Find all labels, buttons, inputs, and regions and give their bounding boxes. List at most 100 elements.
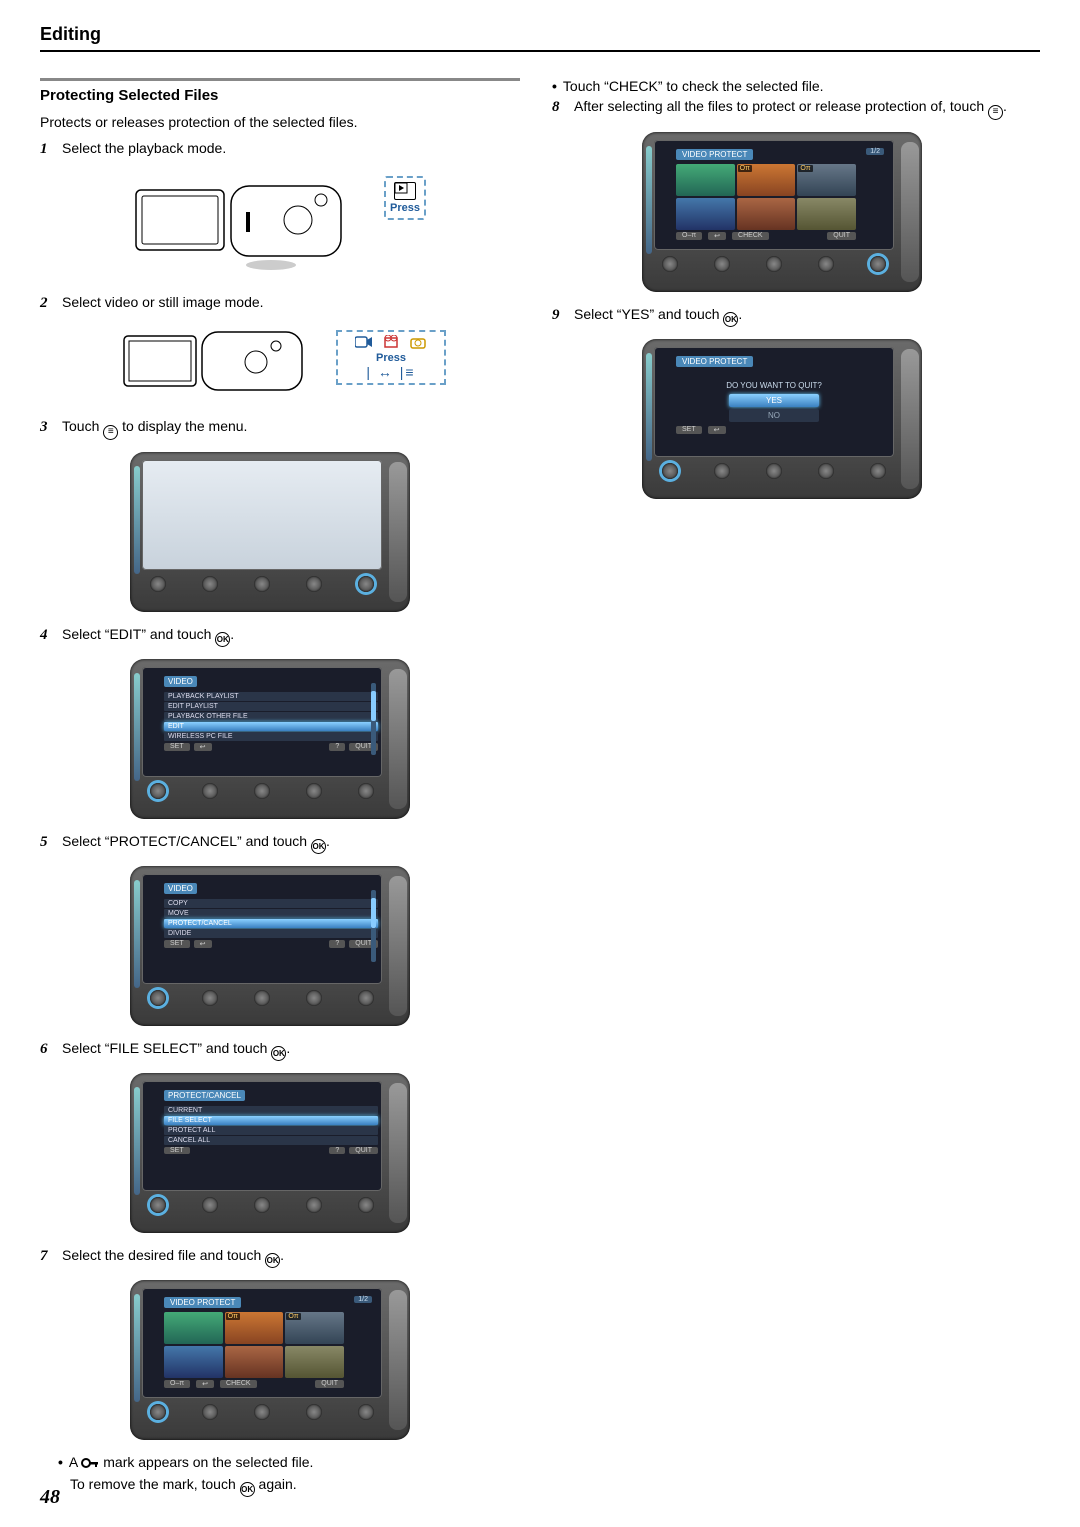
menu-item: WIRELESS PC FILE: [164, 732, 378, 741]
thumbnail: [164, 1312, 223, 1344]
menu-item-selected: EDIT: [164, 722, 378, 731]
step-6: 6 Select “FILE SELECT” and touch OK.: [40, 1040, 520, 1061]
right-column: • Touch “CHECK” to check the selected fi…: [552, 78, 1032, 1505]
step-7-note-1: • A mark appears on the selected file.: [40, 1454, 520, 1472]
prompt: DO YOU WANT TO QUIT? YES NO: [676, 381, 872, 422]
step-8: 8 After selecting all the files to prote…: [552, 98, 1032, 120]
key-icon: [81, 1456, 99, 1472]
device-button: [254, 783, 270, 799]
press-label: Press: [390, 202, 420, 214]
ok-icon: OK: [215, 632, 230, 647]
mode-callout: Press | ↔ |≡: [336, 330, 446, 385]
menu-icon: ≡: [988, 105, 1003, 120]
lcd-menu-fileselect: PROTECT/CANCEL CURRENT FILE SELECT PROTE…: [142, 1081, 382, 1191]
key-overlay-icon: Oπ: [286, 1313, 300, 1320]
menu-header: VIDEO: [164, 676, 197, 687]
step-number: 5: [40, 834, 54, 851]
step-number: 2: [40, 295, 54, 312]
button-row: [654, 250, 894, 272]
device-button: [150, 576, 166, 592]
menu-footer: SET ↩ ? QUIT: [164, 940, 378, 948]
left-column: Protecting Selected Files Protects or re…: [40, 78, 520, 1505]
slider-icon: [134, 673, 140, 781]
thumbnail: [737, 198, 796, 230]
press-callout: Press: [384, 176, 426, 220]
button-row: [142, 570, 382, 592]
device-button: [254, 990, 270, 1006]
device-button-highlighted: [358, 576, 374, 592]
section-rule: [40, 78, 520, 81]
step-text: Select “YES” and touch OK.: [574, 306, 742, 327]
ok-icon: OK: [723, 312, 738, 327]
device-button: [306, 1197, 322, 1213]
movie-icon: [382, 335, 399, 348]
menu-item: CURRENT: [164, 1106, 378, 1115]
figure-step-8: VIDEO PROTECT 1/2 Oπ Oπ O–π ↩ CHECK: [552, 126, 1032, 306]
menu-item: DIVIDE: [164, 929, 378, 938]
menu-list: PLAYBACK PLAYLIST EDIT PLAYLIST PLAYBACK…: [164, 692, 378, 751]
device-button: [254, 576, 270, 592]
button-row: [142, 777, 382, 799]
step-1: 1 Select the playback mode.: [40, 140, 520, 158]
figure-step-9: VIDEO PROTECT DO YOU WANT TO QUIT? YES N…: [552, 333, 1032, 513]
page-indicator: 1/2: [866, 148, 884, 155]
device-button-highlighted: [150, 990, 166, 1006]
device-button: [202, 783, 218, 799]
slider-icon: [646, 146, 652, 254]
slider-icon: [134, 1087, 140, 1195]
play-button-icon: [394, 182, 416, 200]
menu-icon: ≡: [103, 425, 118, 440]
menu-footer: SET ↩ ? QUIT: [164, 743, 378, 751]
step-text: After selecting all the files to protect…: [574, 98, 1007, 120]
menu-footer: SET ? QUIT: [164, 1147, 378, 1154]
check-note: • Touch “CHECK” to check the selected fi…: [552, 78, 1032, 94]
section-intro: Protects or releases protection of the s…: [40, 114, 520, 130]
device-frame: PROTECT/CANCEL CURRENT FILE SELECT PROTE…: [130, 1073, 410, 1233]
ok-icon: OK: [311, 839, 326, 854]
button-row: [654, 457, 894, 479]
step-3: 3 Touch ≡ to display the menu.: [40, 418, 520, 440]
device-button: [254, 1404, 270, 1420]
screen-footer: O–π ↩ CHECK QUIT: [676, 232, 856, 240]
step-text: Select the desired file and touch OK.: [62, 1247, 284, 1268]
device-button: [202, 576, 218, 592]
device-button: [306, 576, 322, 592]
menu-list: COPY MOVE PROTECT/CANCEL DIVIDE SET ↩ ? …: [164, 899, 378, 948]
device-frame: VIDEO PROTECT 1/2 Oπ Oπ O–π ↩ CHECK: [130, 1280, 410, 1440]
device-button: [714, 463, 730, 479]
page-number: 48: [40, 1486, 60, 1509]
menu-item-selected: PROTECT/CANCEL: [164, 919, 378, 928]
step-text: Touch ≡ to display the menu.: [62, 418, 247, 440]
lcd-thumbnails: VIDEO PROTECT 1/2 Oπ Oπ O–π ↩ CHECK: [142, 1288, 382, 1398]
thumbnail: Oπ: [225, 1312, 284, 1344]
two-column-layout: Protecting Selected Files Protects or re…: [40, 78, 1040, 1505]
scrollbar-icon: [371, 890, 376, 962]
figure-step-4: VIDEO PLAYBACK PLAYLIST EDIT PLAYLIST PL…: [40, 653, 520, 833]
menu-list: CURRENT FILE SELECT PROTECT ALL CANCEL A…: [164, 1106, 378, 1154]
screen-title: VIDEO PROTECT: [676, 149, 753, 160]
menu-header: PROTECT/CANCEL: [164, 1090, 245, 1101]
menu-item-selected: FILE SELECT: [164, 1116, 378, 1125]
screen-footer: SET ↩: [676, 426, 890, 434]
device-button-highlighted: [662, 463, 678, 479]
device-button: [306, 1404, 322, 1420]
figure-step-7: VIDEO PROTECT 1/2 Oπ Oπ O–π ↩ CHECK: [40, 1274, 520, 1454]
menu-item: COPY: [164, 899, 378, 908]
step-number: 6: [40, 1041, 54, 1058]
press-label: Press: [376, 352, 406, 364]
bullet-icon: •: [58, 1454, 63, 1472]
thumbnail-grid: Oπ Oπ: [676, 164, 856, 230]
thumbnail: [797, 198, 856, 230]
step-number: 9: [552, 307, 566, 324]
button-row: [142, 984, 382, 1006]
menu-item: MOVE: [164, 909, 378, 918]
step-7-note-2: To remove the mark, touch OK again.: [40, 1476, 520, 1497]
device-button: [358, 783, 374, 799]
photo-mode-icon: [410, 335, 427, 350]
ok-icon: OK: [265, 1253, 280, 1268]
device-button-highlighted: [870, 256, 886, 272]
lcd-blank: [142, 460, 382, 570]
device-frame: VIDEO COPY MOVE PROTECT/CANCEL DIVIDE SE…: [130, 866, 410, 1026]
device-button-highlighted: [150, 783, 166, 799]
thumbnail: [676, 198, 735, 230]
